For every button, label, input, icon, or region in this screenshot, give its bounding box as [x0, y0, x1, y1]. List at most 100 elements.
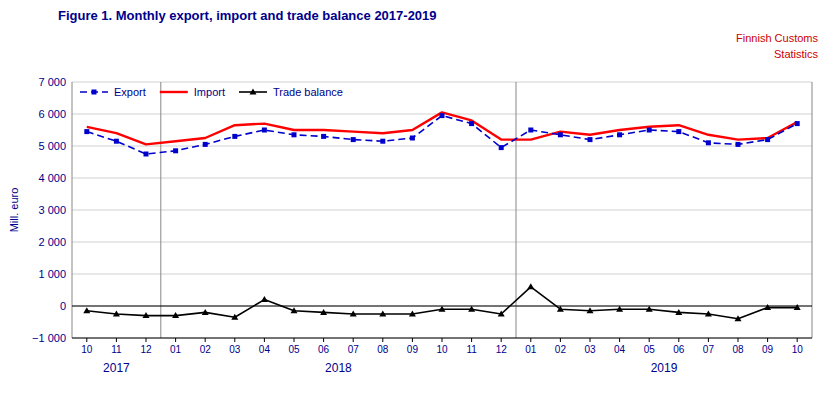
x-tick — [205, 338, 206, 342]
marker — [735, 315, 742, 321]
x-tick — [530, 338, 531, 342]
marker — [114, 139, 119, 144]
marker — [203, 142, 208, 147]
x-tick-label: 12 — [140, 344, 152, 355]
x-tick — [294, 338, 295, 342]
x-tick — [146, 338, 147, 342]
x-tick-label: 01 — [170, 344, 182, 355]
marker — [764, 304, 771, 310]
marker — [379, 311, 386, 317]
watermark: Finnish Customs — [736, 32, 818, 44]
x-tick-label: 07 — [348, 344, 360, 355]
legend-label: Export — [114, 86, 146, 98]
x-tick-label: 09 — [762, 344, 774, 355]
legend: ExportImportTrade balance — [80, 86, 343, 98]
y-tick-label: −1 000 — [32, 332, 66, 344]
x-tick-label: 05 — [288, 344, 300, 355]
marker — [499, 145, 504, 150]
x-tick — [678, 338, 679, 342]
marker — [172, 312, 179, 318]
marker — [765, 137, 770, 142]
marker — [705, 311, 712, 317]
x-tick — [649, 338, 650, 342]
x-tick-label: 12 — [496, 344, 508, 355]
marker — [144, 152, 149, 157]
x-tick-label: 05 — [644, 344, 656, 355]
x-tick-label: 03 — [584, 344, 596, 355]
x-tick — [471, 338, 472, 342]
x-tick-label: 04 — [614, 344, 626, 355]
marker — [469, 121, 474, 126]
x-tick-label: 10 — [436, 344, 448, 355]
x-tick — [738, 338, 739, 342]
grid-line — [72, 274, 812, 275]
x-tick — [382, 338, 383, 342]
marker — [202, 309, 209, 315]
grid — [72, 82, 812, 338]
x-tick — [708, 338, 709, 342]
marker — [291, 307, 298, 313]
x-tick — [234, 338, 235, 342]
series-line — [87, 112, 797, 144]
marker — [439, 306, 446, 312]
marker — [351, 137, 356, 142]
legend-label: Import — [194, 86, 225, 98]
watermark: Statistics — [774, 48, 819, 60]
marker — [321, 134, 326, 139]
series-line — [87, 116, 797, 154]
marker — [647, 128, 652, 133]
legend-swatch — [160, 91, 188, 93]
x-tick — [501, 338, 502, 342]
x-tick — [86, 338, 87, 342]
marker — [794, 304, 801, 310]
x-tick-label: 02 — [555, 344, 567, 355]
x-tick — [175, 338, 176, 342]
marker — [736, 142, 741, 147]
x-tick — [264, 338, 265, 342]
x-tick-label: 10 — [81, 344, 93, 355]
marker — [706, 140, 711, 145]
series-line — [87, 287, 797, 319]
year-label: 2017 — [103, 361, 130, 375]
y-tick-label: 7 000 — [38, 76, 66, 88]
marker — [676, 129, 681, 134]
marker — [587, 307, 594, 313]
chart-svg: Figure 1. Monthly export, import and tra… — [0, 0, 832, 416]
marker — [527, 283, 534, 289]
x-tick — [323, 338, 324, 342]
group-boundary — [160, 82, 161, 338]
marker — [558, 132, 563, 137]
data-area — [83, 112, 800, 321]
y-axis-label: Mill. euro — [8, 188, 20, 233]
x-tick-label: 11 — [111, 344, 122, 355]
x-tick-label: 06 — [318, 344, 330, 355]
x-tick-label: 02 — [200, 344, 212, 355]
y-tick-label: 2 000 — [38, 236, 66, 248]
group-boundaries — [72, 82, 812, 338]
marker — [588, 137, 593, 142]
marker — [616, 306, 623, 312]
marker — [675, 309, 682, 315]
x-tick — [797, 338, 798, 342]
x-tick-label: 11 — [466, 344, 477, 355]
x-tick — [560, 338, 561, 342]
grid-line — [72, 82, 812, 83]
marker — [440, 113, 445, 118]
marker — [261, 296, 268, 302]
x-tick-label: 06 — [673, 344, 685, 355]
marker — [410, 136, 415, 141]
marker — [557, 306, 564, 312]
x-tick-label: 08 — [732, 344, 744, 355]
marker — [617, 132, 622, 137]
marker — [498, 311, 505, 317]
x-tick — [353, 338, 354, 342]
marker — [380, 139, 385, 144]
grid-line — [72, 210, 812, 211]
y-tick-label: 6 000 — [38, 108, 66, 120]
marker — [231, 314, 238, 320]
marker — [646, 306, 653, 312]
grid-line — [72, 146, 812, 147]
x-tick — [619, 338, 620, 342]
x-tick — [442, 338, 443, 342]
marker — [409, 311, 416, 317]
